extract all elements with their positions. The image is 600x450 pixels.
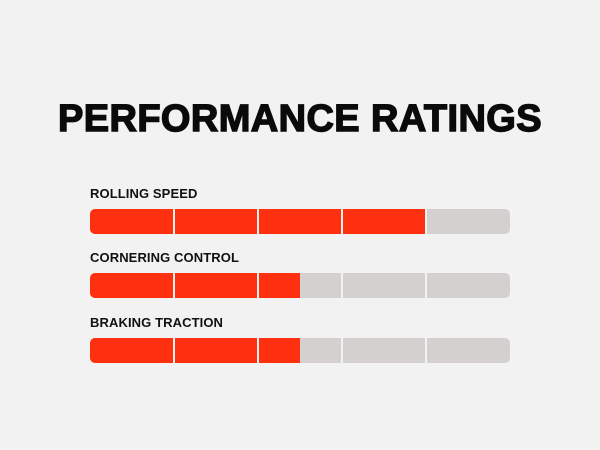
rating-label: BRAKING TRACTION — [90, 315, 224, 330]
segment-divider — [173, 273, 175, 298]
rating-label: CORNERING CONTROL — [90, 250, 240, 265]
rating-cornering-control: CORNERING CONTROL — [90, 250, 510, 298]
segment-divider — [341, 338, 343, 363]
segment-divider — [341, 273, 343, 298]
segment-divider — [425, 273, 427, 298]
segment-divider — [257, 209, 259, 234]
segment-divider — [257, 273, 259, 298]
rating-bar-track — [90, 209, 510, 234]
rating-bar-fill — [90, 273, 300, 298]
segment-divider — [173, 209, 175, 234]
segment-divider — [341, 209, 343, 234]
segment-divider — [257, 338, 259, 363]
rating-bar-fill — [90, 338, 300, 363]
page-title: PERFORMANCE RATINGS — [57, 97, 542, 140]
segment-divider — [425, 209, 427, 234]
rating-rolling-speed: ROLLING SPEED — [90, 186, 510, 234]
rating-braking-traction: BRAKING TRACTION — [90, 315, 510, 363]
rating-bar-track — [90, 338, 510, 363]
rating-bar-track — [90, 273, 510, 298]
segment-divider — [425, 338, 427, 363]
rating-label: ROLLING SPEED — [90, 186, 198, 201]
segment-divider — [173, 338, 175, 363]
